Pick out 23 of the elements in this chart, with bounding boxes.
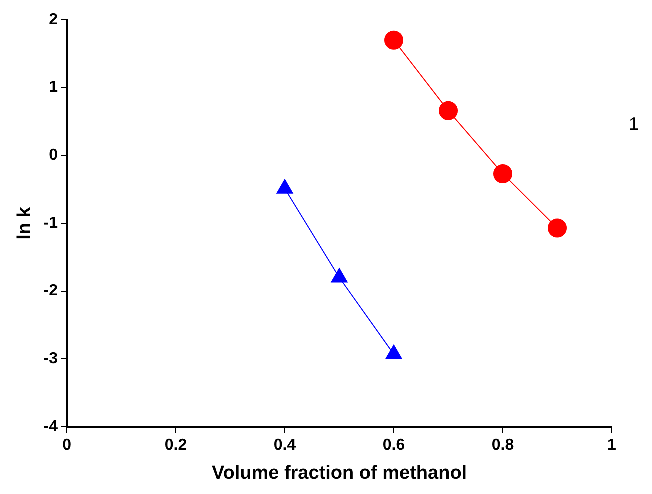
x-tick-label: 0.6 [382, 437, 406, 454]
x-tick-label: 0.2 [164, 437, 188, 454]
point [494, 164, 513, 184]
x-tick-label: 0.4 [274, 437, 296, 454]
y-tick-label: -2 [44, 282, 58, 300]
point [548, 218, 568, 238]
x-tick-label: 0.8 [492, 437, 514, 454]
x-tick-label: 1 [608, 437, 617, 454]
point [276, 179, 294, 194]
x-axis-title: Volume fraction of methanol [212, 462, 468, 484]
point [439, 101, 458, 120]
y-axis-title: ln k [14, 206, 36, 240]
y-tick-label: 2 [49, 11, 58, 28]
point [384, 30, 404, 50]
y-tick-label: -3 [44, 350, 58, 368]
y-tick-label: 0 [49, 147, 58, 164]
y-tick-label: -4 [44, 418, 58, 436]
point [331, 268, 348, 283]
y-tick-label: -1 [44, 214, 58, 232]
text: 1 [628, 114, 640, 134]
x-tick-label: 0 [62, 437, 72, 454]
point [386, 344, 402, 360]
y-tick-label: 1 [49, 79, 58, 96]
